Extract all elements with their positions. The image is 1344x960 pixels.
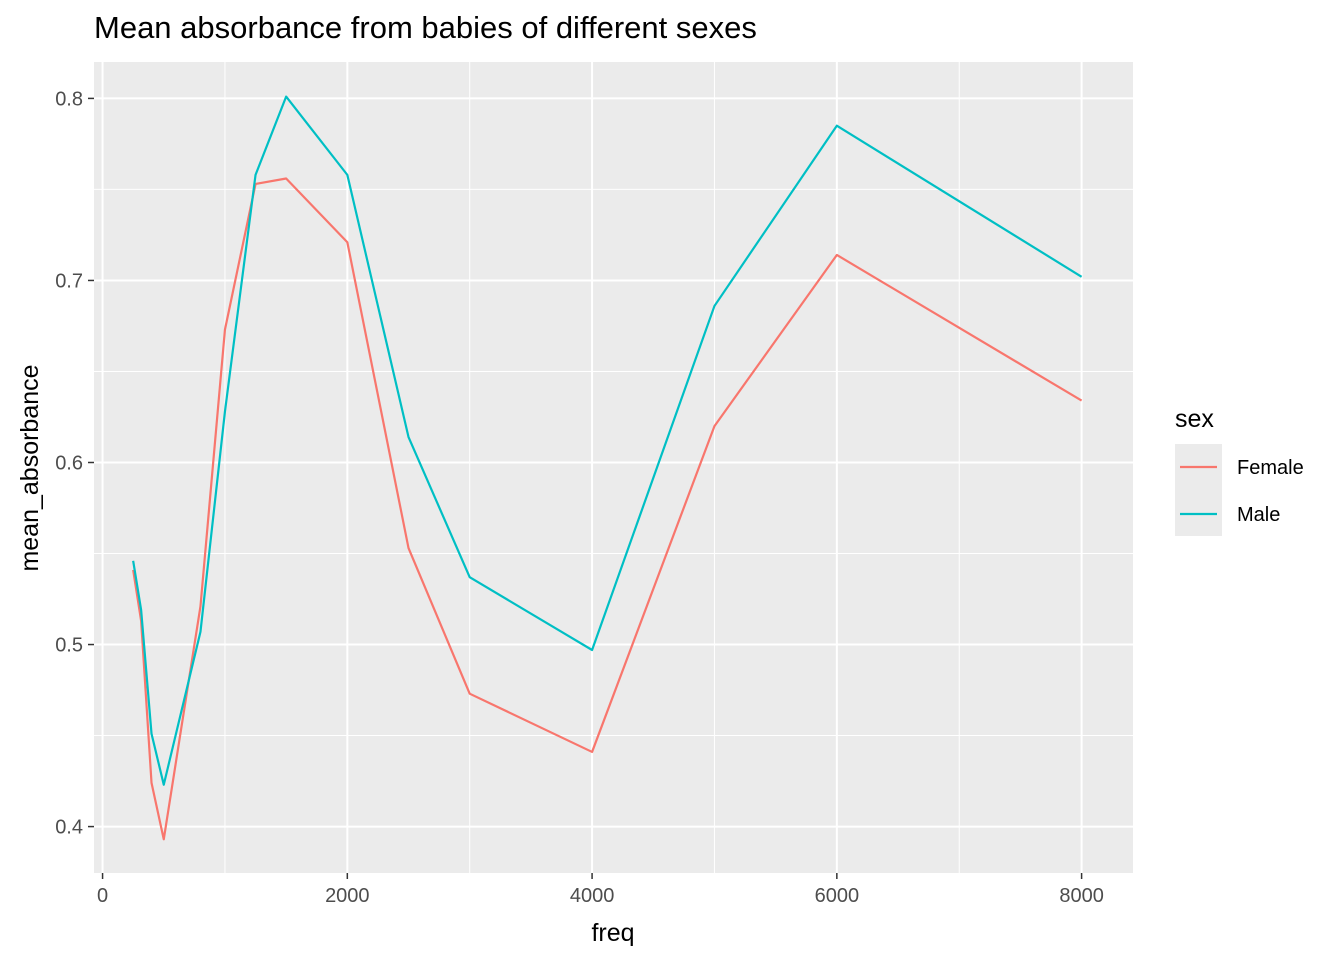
legend-key-background bbox=[1175, 444, 1222, 536]
x-tick-label: 2000 bbox=[325, 885, 370, 907]
y-axis: 0.4 0.5 0.6 0.7 0.8 bbox=[55, 88, 94, 839]
legend-label-female: Female bbox=[1237, 457, 1304, 479]
major-gridlines bbox=[94, 62, 1133, 873]
chart-title: Mean absorbance from babies of different… bbox=[94, 10, 757, 45]
minor-gridlines bbox=[94, 62, 1133, 873]
legend: sex Female Male bbox=[1175, 405, 1304, 536]
legend-title: sex bbox=[1175, 405, 1214, 433]
y-tick-label: 0.4 bbox=[55, 817, 83, 839]
series-line-male bbox=[132, 95, 1083, 786]
plot-panel bbox=[94, 62, 1133, 873]
x-axis-title: freq bbox=[591, 919, 634, 947]
y-tick-label: 0.8 bbox=[55, 88, 83, 110]
x-tick-label: 0 bbox=[97, 885, 108, 907]
y-tick-label: 0.6 bbox=[55, 452, 83, 474]
y-tick-label: 0.5 bbox=[55, 635, 83, 657]
series-line-female bbox=[132, 177, 1083, 841]
legend-items: Female Male bbox=[1180, 457, 1304, 526]
x-tick-label: 4000 bbox=[570, 885, 615, 907]
x-tick-label: 8000 bbox=[1059, 885, 1104, 907]
series-lines bbox=[132, 95, 1083, 841]
y-axis-title: mean_absorbance bbox=[16, 364, 44, 571]
x-tick-label: 6000 bbox=[815, 885, 860, 907]
x-axis: 0 2000 4000 6000 8000 bbox=[97, 873, 1104, 907]
y-tick-label: 0.7 bbox=[55, 270, 83, 292]
legend-label-male: Male bbox=[1237, 504, 1280, 526]
